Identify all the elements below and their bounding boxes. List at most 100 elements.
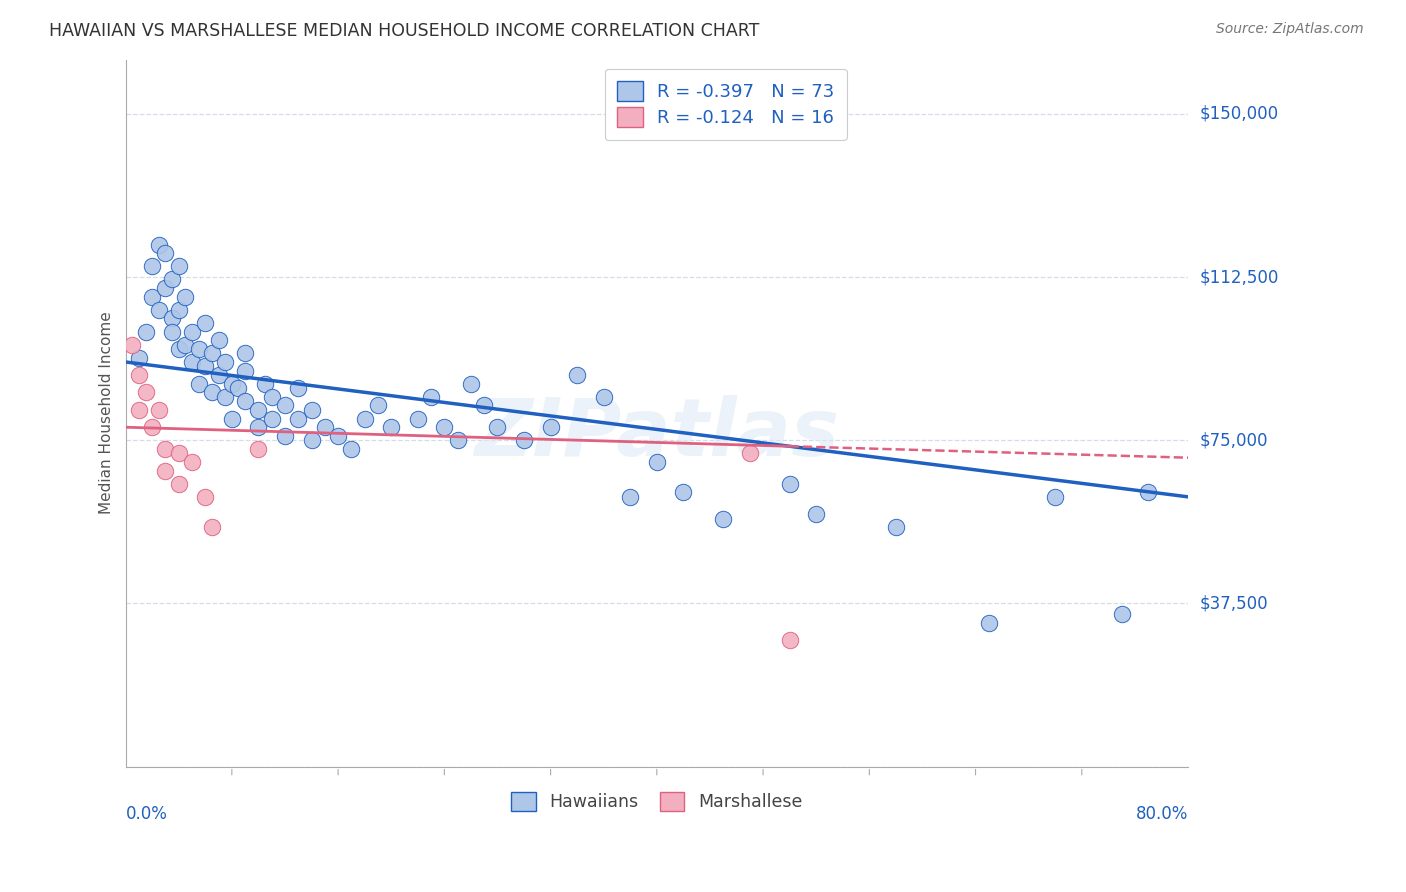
Text: 0.0%: 0.0% [125,805,167,823]
Point [260,411,283,425]
Point [160,272,183,286]
Point [233,346,256,360]
Text: HAWAIIAN VS MARSHALLESE MEDIAN HOUSEHOLD INCOME CORRELATION CHART: HAWAIIAN VS MARSHALLESE MEDIAN HOUSEHOLD… [49,22,759,40]
Point [187,376,209,391]
Point [141,259,163,273]
Point [619,490,641,504]
Point [247,420,270,434]
Point [540,420,562,434]
Point [711,511,734,525]
Point [380,420,402,434]
Point [287,381,309,395]
Point [274,429,297,443]
Point [160,311,183,326]
Point [167,259,190,273]
Point [645,455,668,469]
Point [314,420,336,434]
Point [128,351,150,365]
Point [201,385,224,400]
Point [367,399,389,413]
Point [274,399,297,413]
Point [121,337,143,351]
Point [221,411,243,425]
Text: Source: ZipAtlas.com: Source: ZipAtlas.com [1216,22,1364,37]
Point [260,390,283,404]
Point [167,476,190,491]
Text: ZIPatlas: ZIPatlas [474,395,839,474]
Point [1137,485,1160,500]
Point [433,420,456,434]
Point [806,508,828,522]
Point [301,402,323,417]
Point [513,434,536,448]
Point [486,420,509,434]
Text: 80.0%: 80.0% [1136,805,1188,823]
Point [155,442,177,456]
Point [420,390,443,404]
Point [148,237,170,252]
Point [194,490,217,504]
Point [301,434,323,448]
Point [160,325,183,339]
Point [233,394,256,409]
Point [287,411,309,425]
Point [174,337,197,351]
Point [247,402,270,417]
Point [181,325,204,339]
Text: $112,500: $112,500 [1199,268,1278,286]
Point [194,316,217,330]
Point [254,376,277,391]
Point [1045,490,1067,504]
Point [201,346,224,360]
Point [181,355,204,369]
Point [207,368,229,382]
Point [228,381,250,395]
Point [187,342,209,356]
Legend: Hawaiians, Marshallese: Hawaiians, Marshallese [501,781,813,822]
Point [233,364,256,378]
Text: $150,000: $150,000 [1199,105,1278,123]
Point [406,411,429,425]
Point [141,290,163,304]
Point [214,390,236,404]
Point [135,385,157,400]
Point [353,411,375,425]
Point [128,402,150,417]
Text: $75,000: $75,000 [1199,432,1268,450]
Point [326,429,349,443]
Point [155,464,177,478]
Point [592,390,614,404]
Point [460,376,482,391]
Point [181,455,204,469]
Point [565,368,588,382]
Point [155,246,177,260]
Y-axis label: Median Household Income: Median Household Income [100,311,114,515]
Point [128,368,150,382]
Point [167,446,190,460]
Point [884,520,907,534]
Point [340,442,363,456]
Point [135,325,157,339]
Point [148,402,170,417]
Point [141,420,163,434]
Text: $37,500: $37,500 [1199,594,1268,613]
Point [194,359,217,374]
Point [672,485,695,500]
Point [1111,607,1133,622]
Point [214,355,236,369]
Point [167,342,190,356]
Point [207,333,229,347]
Point [472,399,495,413]
Point [167,302,190,317]
Point [201,520,224,534]
Point [738,446,761,460]
Point [977,615,1000,630]
Point [155,281,177,295]
Point [148,302,170,317]
Point [221,376,243,391]
Point [779,476,801,491]
Point [446,434,468,448]
Point [779,633,801,648]
Point [247,442,270,456]
Point [174,290,197,304]
